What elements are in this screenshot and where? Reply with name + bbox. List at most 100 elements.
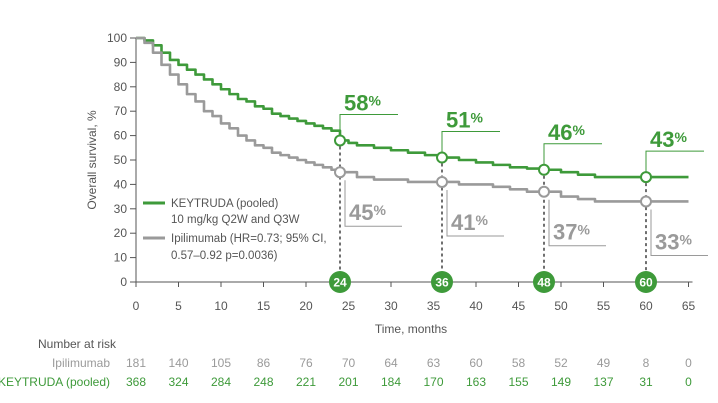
risk-table-value: 163 (466, 375, 486, 389)
risk-table-value: 248 (253, 375, 273, 389)
ipilimumab-callout-bracket (344, 180, 402, 227)
x-tick-label: 5 (175, 299, 182, 313)
month-badge-label: 48 (537, 276, 551, 290)
x-tick-label: 15 (257, 299, 271, 313)
keytruda-timepoint-marker (436, 151, 448, 164)
y-tick-label: 70 (114, 104, 128, 118)
y-axis-label: Overall survival, % (85, 110, 99, 210)
x-tick-label: 10 (214, 299, 228, 313)
month-badge-label: 60 (639, 276, 653, 290)
x-tick-label: 45 (512, 299, 526, 313)
month-badge-label: 24 (333, 276, 347, 290)
risk-table: 181 140 105 86 76 70 64 63 60 58 52 49 8 0 368 324 284 24… (126, 356, 692, 389)
keytruda-timepoint-marker (640, 171, 652, 184)
risk-table-value: 140 (168, 356, 188, 370)
risk-table-value: 49 (597, 356, 611, 370)
risk-table-value: 170 (423, 375, 443, 389)
legend-label-ipilimumab-line2: 0.57–0.92 p=0.0036) (171, 250, 278, 262)
x-tick-label: 40 (469, 299, 483, 313)
y-tick-label: 30 (114, 202, 128, 216)
keytruda-timepoint-marker (538, 163, 550, 176)
risk-table-value: 0 (685, 375, 692, 389)
keytruda-callout-bracket (441, 131, 500, 158)
risk-table-value: 184 (381, 375, 401, 389)
legend-label-ipilimumab: Ipilimumab (HR=0.73; 95% CI, (171, 233, 327, 245)
legend: KEYTRUDA (pooled) 10 mg/kg Q2W and Q3W I… (143, 198, 327, 262)
keytruda-timepoint-marker (334, 134, 346, 147)
month-badge-label: 36 (435, 276, 449, 290)
risk-table-value: 70 (342, 356, 356, 370)
keytruda-callout-value: 58% (344, 90, 381, 115)
legend-label-keytruda-line2: 10 mg/kg Q2W and Q3W (171, 214, 300, 226)
axes: 0 10 20 30 40 50 60 70 80 90 100 0 5 10 15 20 25 30 35 40 45… (107, 31, 696, 313)
risk-table-value: 324 (168, 375, 188, 389)
risk-table-value: 181 (126, 356, 146, 370)
ipilimumab-callout-value: 37% (553, 220, 590, 245)
risk-table-value: 368 (126, 375, 146, 389)
x-tick-label: 35 (427, 299, 441, 313)
y-tick-label: 100 (107, 31, 127, 45)
risk-row-label-ipilimumab: Ipilimumab (52, 356, 110, 370)
y-tick-label: 20 (114, 226, 128, 240)
risk-table-value: 31 (639, 375, 653, 389)
x-tick-label: 55 (597, 299, 611, 313)
ipilimumab-timepoint-marker (334, 166, 346, 179)
ipilimumab-timepoint-marker (436, 175, 448, 188)
keytruda-callout-value: 46% (548, 120, 585, 145)
y-tick-label: 50 (114, 153, 128, 167)
y-tick-label: 90 (114, 55, 128, 69)
timepoint-markers: 58% 45% 24 51% 41% 36 46% 37% 48 43% 33% 60 (329, 90, 708, 293)
keytruda-callout-bracket (645, 150, 704, 178)
risk-table-value: 76 (299, 356, 313, 370)
ipilimumab-callout-value: 45% (349, 200, 386, 225)
risk-table-value: 8 (643, 356, 650, 370)
keytruda-callout-value: 43% (650, 127, 687, 152)
x-tick-label: 60 (639, 299, 653, 313)
risk-table-value: 60 (469, 356, 483, 370)
ipilimumab-curve (136, 36, 689, 203)
x-tick-label: 50 (554, 299, 568, 313)
survival-curves (136, 36, 689, 203)
ipilimumab-callout-bracket (548, 199, 606, 247)
risk-table-value: 86 (257, 356, 271, 370)
risk-table-value: 105 (211, 356, 231, 370)
x-tick-label: 25 (342, 299, 356, 313)
risk-table-value: 137 (593, 375, 613, 389)
x-tick-label: 65 (682, 299, 696, 313)
x-tick-label: 30 (384, 299, 398, 313)
ipilimumab-callout-value: 33% (655, 229, 692, 254)
risk-row-label-keytruda: KEYTRUDA (pooled) (0, 375, 110, 389)
risk-table-value: 58 (512, 356, 526, 370)
risk-table-value: 155 (508, 375, 528, 389)
ipilimumab-callout-value: 41% (451, 210, 488, 235)
risk-table-value: 221 (296, 375, 316, 389)
legend-label-keytruda: KEYTRUDA (pooled) (171, 198, 279, 210)
keytruda-callout-bracket (339, 113, 398, 141)
risk-table-title: Number at risk (38, 337, 117, 351)
ipilimumab-timepoint-marker (538, 185, 550, 198)
risk-table-value: 63 (427, 356, 441, 370)
risk-table-value: 64 (384, 356, 398, 370)
keytruda-callout-value: 51% (446, 108, 483, 133)
ipilimumab-timepoint-marker (640, 195, 652, 208)
risk-table-value: 149 (551, 375, 571, 389)
x-tick-label: 20 (299, 299, 313, 313)
y-tick-label: 40 (114, 177, 128, 191)
risk-table-value: 0 (685, 356, 692, 370)
risk-table-value: 52 (554, 356, 568, 370)
y-tick-label: 0 (120, 275, 127, 289)
keytruda-curve (136, 36, 689, 179)
ipilimumab-callout-bracket (650, 209, 708, 256)
month-badge (533, 271, 555, 293)
y-tick-label: 10 (114, 251, 128, 265)
keytruda-callout-bracket (543, 143, 602, 170)
ipilimumab-callout-bracket (446, 189, 504, 237)
month-badge (431, 271, 453, 293)
y-tick-label: 80 (114, 80, 128, 94)
x-tick-label: 0 (133, 299, 140, 313)
risk-table-value: 284 (211, 375, 231, 389)
month-badge (635, 271, 657, 293)
x-axis-label: Time, months (375, 322, 447, 336)
y-tick-label: 60 (114, 129, 128, 143)
